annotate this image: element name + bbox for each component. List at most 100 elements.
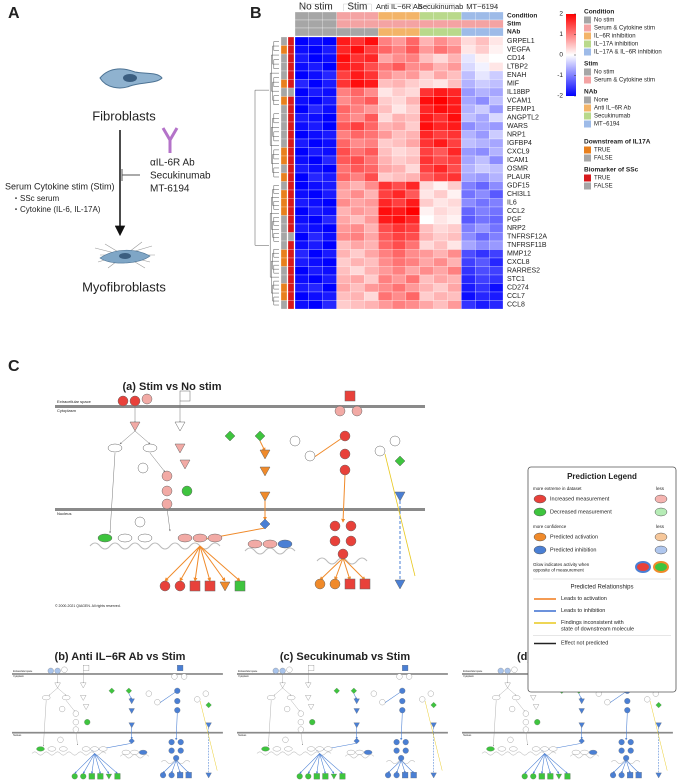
node [138,749,148,755]
heatmap-cell [475,53,490,63]
node [533,704,540,710]
heatmap-cell [364,249,379,259]
heatmap-cell [447,283,462,293]
scale-tick-label: 1 [559,31,563,38]
relationship [649,701,668,771]
heatmap-cell [322,164,337,174]
node [279,667,286,674]
node [272,667,279,674]
heatmap-cell [405,87,420,97]
dendrogram [426,3,455,11]
node [305,773,312,780]
annotation-cell [433,19,448,29]
gene-label: IGFBP4 [507,140,532,147]
heatmap-cell [419,266,434,276]
heatmap-cell [322,155,337,165]
heatmap-cell [308,240,323,250]
legend-label: TRUE [594,176,610,182]
heatmap-cell [475,274,490,284]
heatmap-cell [405,172,420,182]
heatmap-cell [433,215,448,225]
heatmap-cell [378,70,393,80]
heatmap-cell [419,240,434,250]
heatmap-cell [378,147,393,157]
heatmap-cell [308,104,323,114]
heatmap-cell [336,274,351,284]
heatmap-cell [308,257,323,267]
heatmap-cell [489,121,504,131]
heatmap-cell [489,138,504,148]
relationship [75,731,78,746]
heatmap-cell [405,104,420,114]
heatmap-cell [419,189,434,199]
heatmap-cell [322,104,337,114]
relationship [42,700,47,747]
row-annotation [287,266,295,276]
dendrogram [273,296,279,306]
heatmap-cell [475,206,490,216]
node [128,698,135,705]
relationship [342,557,366,581]
annotation-cell [364,19,379,29]
heatmap-cell [433,36,448,46]
heatmap-cell [475,240,490,250]
heatmap-cell [419,257,434,267]
node [610,772,617,779]
heatmap-cell [336,45,351,55]
node [333,687,340,694]
relationship [175,712,178,741]
relationship [507,687,517,696]
node [530,695,537,701]
heatmap-cell [447,79,462,89]
legend-swatch [584,48,591,56]
heatmap-cell [350,189,365,199]
relationship [94,753,118,774]
node [181,673,188,680]
heatmap-cell [364,70,379,80]
row-annotation [287,147,295,157]
row-annotation [280,266,288,276]
node [145,690,152,697]
heatmap-cell [447,232,462,242]
node [394,579,406,590]
panel-label: B [250,5,262,22]
heatmap-cell [378,266,393,276]
heatmap-cell [294,223,309,233]
node [72,710,79,717]
heatmap-cell [489,300,504,310]
heatmap-cell [489,155,504,165]
heatmap-cell [322,189,337,199]
heatmap-cell [294,53,309,63]
heatmap-cell [336,266,351,276]
row-annotation [287,96,295,106]
heatmap-cell [308,215,323,225]
node [522,719,529,726]
row-annotation [287,45,295,55]
inhibitor: Secukinumab [150,171,211,182]
heatmap-cell [433,257,448,267]
node [286,666,293,673]
node [522,726,529,733]
heatmap-cell [364,53,379,63]
row-annotation [280,147,288,157]
heatmap-cell [461,181,476,191]
heatmap-cell [489,164,504,174]
heatmap-cell [378,130,393,140]
heatmap-cell [489,147,504,157]
node [355,749,364,755]
node [177,747,184,754]
heatmap-cell [433,130,448,140]
node [108,687,115,694]
dendrogram [273,95,279,105]
legend-symbol [533,494,547,504]
heatmap-cell [433,223,448,233]
row-annotation [280,274,288,284]
heatmap-cell [350,53,365,63]
node [350,687,357,694]
heatmap-cell [364,189,379,199]
heatmap-cell [447,266,462,276]
dendrogram [273,167,279,178]
heatmap-cell [336,189,351,199]
row-annotation [287,155,295,165]
